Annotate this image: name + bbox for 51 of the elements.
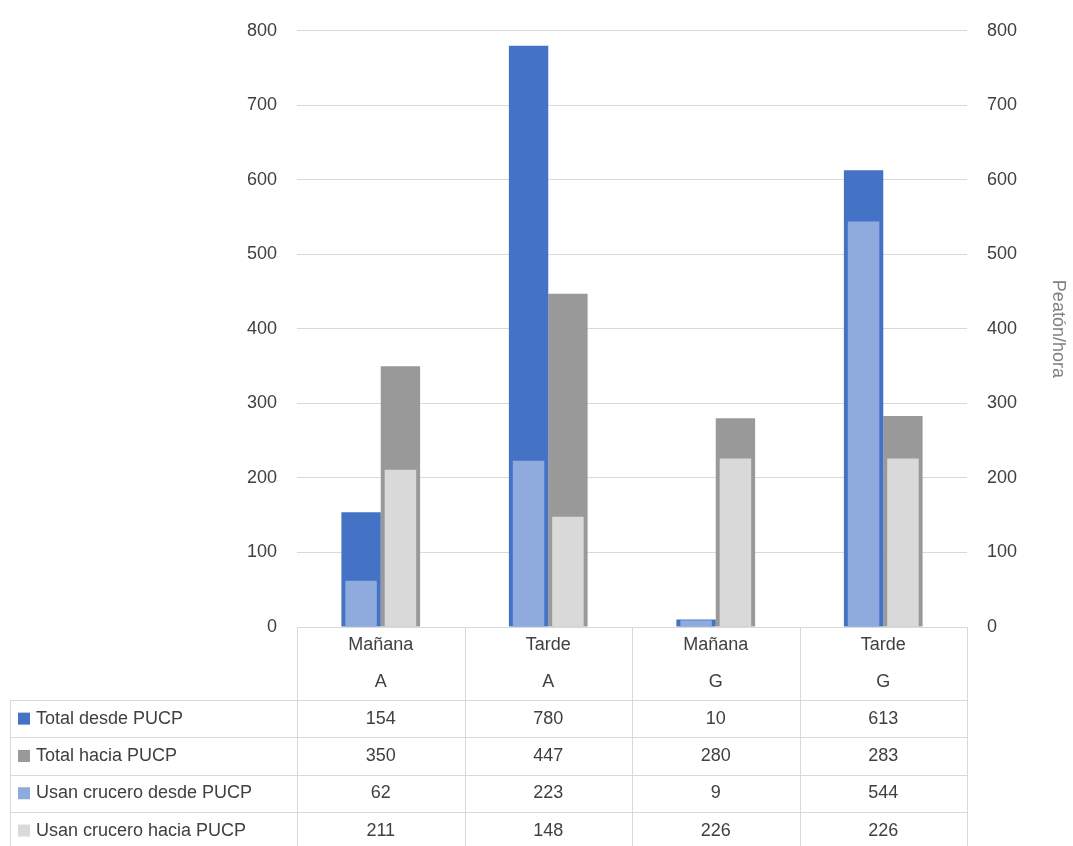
data-label: 544 — [868, 782, 899, 803]
y-tick-label: 0 — [266, 615, 277, 636]
y2-tick-label: 300 — [987, 392, 1018, 413]
data-label: 154 — [365, 707, 396, 728]
y2-tick-label: 700 — [987, 94, 1018, 115]
y-tick-label: 600 — [246, 168, 277, 189]
bar — [512, 460, 545, 627]
y2-tick-label: 500 — [987, 243, 1018, 264]
y2-tick-label: 100 — [987, 541, 1018, 562]
y-tick-label: 700 — [246, 94, 277, 115]
bar — [887, 458, 919, 627]
data-label: 613 — [868, 707, 899, 728]
bar — [719, 458, 752, 627]
data-label: 226 — [868, 819, 899, 840]
x-tick-label: Mañana A — [348, 633, 415, 691]
x-tick-label: Tarde G — [860, 633, 906, 691]
y-tick-label: 200 — [246, 466, 277, 487]
bar — [847, 221, 880, 627]
data-label: 211 — [366, 819, 396, 840]
data-label: 9 — [710, 782, 721, 803]
y-tick-label: 800 — [246, 19, 277, 40]
y2-tick-label: 200 — [987, 466, 1018, 487]
data-label: 10 — [705, 707, 726, 728]
x-tick-label: Tarde A — [525, 633, 571, 691]
y2-tick-label: 400 — [987, 317, 1018, 338]
bar — [680, 620, 712, 627]
data-label: 350 — [365, 744, 396, 765]
data-label: 223 — [533, 782, 564, 803]
y-tick-label: 300 — [246, 392, 277, 413]
data-label: 148 — [533, 819, 564, 840]
y-tick-label: 400 — [246, 317, 277, 338]
data-label: 226 — [700, 819, 731, 840]
y2-tick-label: 800 — [987, 19, 1018, 40]
y2-tick-label: 600 — [987, 168, 1018, 189]
data-label: 447 — [533, 744, 564, 765]
data-label: 62 — [370, 782, 391, 803]
legend-label: Usan crucero desde PUCP — [36, 782, 253, 803]
bar — [345, 580, 377, 627]
x-tick-label: Mañana G — [683, 633, 750, 691]
y-tick-label: 100 — [246, 541, 277, 562]
data-label: 780 — [533, 707, 564, 728]
bar — [384, 469, 417, 627]
y2-axis-title: Peatón/hora — [1049, 279, 1070, 379]
legend-label: Total hacia PUCP — [36, 744, 178, 765]
bar — [552, 516, 584, 627]
legend-label: Usan crucero hacia PUCP — [36, 819, 247, 840]
y2-tick-label: 0 — [987, 615, 998, 636]
y-tick-label: 500 — [246, 243, 277, 264]
legend-label: Total desde PUCP — [36, 707, 184, 728]
data-label: 280 — [700, 744, 731, 765]
data-label: 283 — [868, 744, 899, 765]
